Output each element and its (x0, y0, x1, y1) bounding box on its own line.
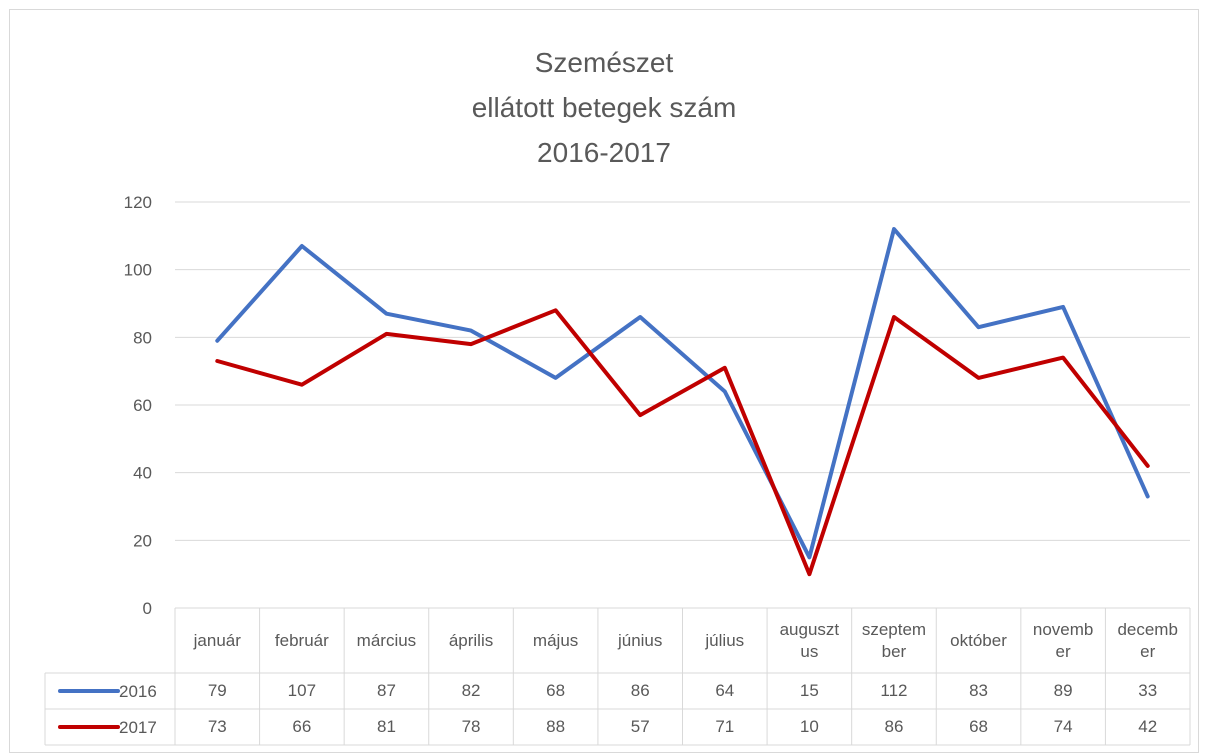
x-tick-label-text: szeptember (861, 619, 927, 661)
x-tick-label-text: január (193, 630, 241, 650)
table-value: 68 (513, 673, 598, 709)
table-value: 81 (344, 709, 429, 745)
chart-title: Szemészet (535, 47, 674, 78)
table-value: 42 (1105, 709, 1190, 745)
table-value: 78 (429, 709, 514, 745)
table-value: 79 (175, 673, 260, 709)
y-tick-label: 40 (133, 464, 152, 483)
table-value: 15 (767, 673, 852, 709)
x-tick-label: augusztus (767, 608, 852, 673)
table-value: 66 (260, 709, 345, 745)
table-value: 107 (260, 673, 345, 709)
table-value-text: 88 (546, 717, 566, 736)
table-value: 87 (344, 673, 429, 709)
table-value: 86 (852, 709, 937, 745)
table-value-text: 89 (1053, 681, 1073, 700)
x-tick-label: szeptember (852, 608, 937, 673)
table-value: 112 (852, 673, 937, 709)
table-value-text: 68 (969, 717, 988, 736)
x-tick-label-text: május (532, 630, 579, 650)
x-tick-label: március (344, 608, 429, 673)
table-value: 74 (1021, 709, 1106, 745)
table-value: 88 (513, 709, 598, 745)
table-value-text: 87 (376, 681, 396, 700)
table-value: 86 (598, 673, 683, 709)
chart-title: ellátott betegek szám (472, 92, 737, 123)
table-value: 89 (1021, 673, 1106, 709)
table-value-text: 64 (715, 681, 735, 700)
table-value-text: 86 (630, 681, 650, 700)
table-value-text: 15 (799, 681, 819, 700)
table-value-text: 68 (546, 681, 566, 700)
x-tick-label: május (513, 608, 598, 673)
table-value: 83 (936, 673, 1021, 709)
legend-label: 2016 (119, 682, 157, 701)
x-tick-label-text: november (1032, 619, 1094, 661)
table-value-text: 86 (884, 717, 904, 736)
table-value-text: 33 (1138, 681, 1158, 700)
table-value-text: 83 (969, 681, 988, 700)
x-tick-label: január (175, 608, 260, 673)
x-tick-label-text: március (356, 630, 417, 650)
x-tick-label-text: október (950, 630, 1007, 650)
x-tick-label: december (1105, 608, 1190, 673)
y-tick-label: 60 (133, 396, 152, 415)
table-value: 10 (767, 709, 852, 745)
table-value: 64 (683, 673, 768, 709)
x-tick-label-text: december (1117, 619, 1178, 661)
x-tick-label: július (683, 608, 768, 673)
x-tick-label-text: július (705, 630, 745, 650)
y-tick-label: 20 (133, 531, 152, 550)
table-value-text: 66 (292, 717, 312, 736)
table-value-text: 107 (287, 681, 317, 700)
x-tick-label-text: február (274, 630, 329, 650)
table-value: 57 (598, 709, 683, 745)
x-tick-label-text: június (617, 630, 663, 650)
x-tick-label: február (260, 608, 345, 673)
table-value: 73 (175, 709, 260, 745)
x-tick-label-text: április (448, 630, 494, 650)
y-tick-label: 0 (143, 599, 152, 618)
table-value: 71 (683, 709, 768, 745)
table-value-text: 79 (207, 681, 227, 700)
table-value-text: 10 (799, 717, 819, 736)
table-value: 82 (429, 673, 514, 709)
table-value: 68 (936, 709, 1021, 745)
table-value-text: 57 (630, 717, 650, 736)
table-value: 33 (1105, 673, 1190, 709)
series-line (215, 308, 1150, 577)
y-tick-label: 120 (124, 193, 152, 212)
table-value-text: 74 (1053, 717, 1073, 736)
x-tick-label-text: augusztus (779, 619, 840, 661)
series-line (215, 227, 1150, 560)
chart-title: 2016-2017 (537, 137, 671, 168)
table-value-text: 78 (461, 717, 481, 736)
y-tick-label: 100 (124, 261, 152, 280)
chart-border (9, 9, 1199, 753)
y-tick-label: 80 (133, 328, 152, 347)
table-value-text: 42 (1138, 717, 1158, 736)
x-tick-label: október (936, 608, 1021, 673)
table-value-text: 112 (880, 681, 908, 700)
table-value-text: 81 (376, 717, 396, 736)
x-tick-label: április (429, 608, 514, 673)
x-tick-label: november (1021, 608, 1106, 673)
table-value-text: 73 (207, 717, 227, 736)
x-tick-label: június (598, 608, 683, 673)
legend-label: 2017 (119, 718, 157, 737)
table-value-text: 71 (715, 717, 735, 736)
table-value-text: 82 (461, 681, 481, 700)
